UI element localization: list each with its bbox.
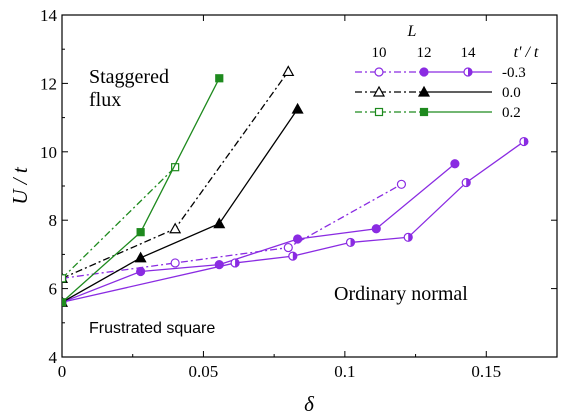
annotation-flux: flux bbox=[89, 89, 121, 111]
series-0.2-L12 bbox=[62, 74, 224, 307]
data-point bbox=[371, 224, 381, 234]
x-axis-title: δ bbox=[304, 392, 315, 416]
data-point bbox=[283, 242, 293, 253]
annotation-frustrated-square: Frustrated square bbox=[89, 320, 215, 337]
series-line bbox=[62, 108, 299, 303]
legend-marker bbox=[417, 85, 431, 97]
legend-l-value-10: 10 bbox=[372, 45, 387, 61]
annotation-staggered: Staggered bbox=[89, 66, 169, 88]
data-point-half bbox=[350, 238, 355, 247]
series-line bbox=[62, 183, 402, 279]
legend-tpt-value-1: -0.3 bbox=[502, 65, 526, 81]
data-point-half bbox=[235, 258, 240, 267]
series--0.3-L14 bbox=[62, 136, 529, 307]
data-point bbox=[134, 251, 147, 263]
data-point bbox=[136, 266, 146, 277]
data-point bbox=[293, 234, 303, 244]
y-tick-label: 6 bbox=[49, 280, 58, 299]
y-tick-label: 8 bbox=[49, 211, 58, 230]
data-point bbox=[170, 258, 180, 268]
data-point bbox=[136, 228, 145, 237]
data-point bbox=[62, 274, 67, 283]
y-axis-ticks: 4 6 8 10 12 14 bbox=[40, 6, 557, 367]
legend-l-value-12: 12 bbox=[417, 45, 432, 61]
legend-marker bbox=[374, 67, 384, 77]
legend-tpt-value-3: 0.2 bbox=[502, 105, 521, 121]
data-point-half bbox=[523, 137, 528, 146]
x-tick-label: 0.05 bbox=[189, 362, 219, 381]
series-line bbox=[62, 163, 456, 303]
y-axis-title: U / t bbox=[8, 166, 32, 205]
legend-marker bbox=[419, 67, 429, 77]
legend-marker bbox=[419, 107, 429, 117]
legend: L 10 12 14 t' / t -0.3 0.0 0.2 bbox=[355, 23, 539, 121]
series-line bbox=[62, 166, 176, 279]
data-point bbox=[291, 102, 304, 114]
series-0.2-L10 bbox=[62, 163, 180, 283]
legend-row bbox=[355, 107, 492, 117]
data-point bbox=[396, 179, 407, 189]
x-tick-label: 0.1 bbox=[334, 362, 355, 381]
y-tick-label: 10 bbox=[40, 143, 57, 162]
legend-row bbox=[355, 85, 492, 97]
y-tick-label: 14 bbox=[40, 6, 58, 25]
legend-row bbox=[355, 67, 492, 77]
data-point-half bbox=[466, 178, 471, 187]
x-axis-ticks: 0 0.05 0.1 0.15 bbox=[58, 15, 501, 381]
data-point bbox=[215, 74, 224, 83]
legend-marker bbox=[374, 107, 384, 117]
data-point bbox=[282, 65, 295, 77]
legend-tpt-value-2: 0.0 bbox=[502, 85, 521, 101]
series--0.3-L12 bbox=[62, 159, 460, 307]
series--0.3-L10 bbox=[62, 179, 407, 283]
data-point bbox=[213, 217, 226, 229]
data-point bbox=[62, 298, 67, 307]
legend-l-header: L bbox=[407, 23, 417, 40]
legend-marker bbox=[372, 85, 386, 97]
legend-tpt-header: t' / t bbox=[514, 44, 539, 61]
legend-l-value-14: 14 bbox=[461, 45, 477, 61]
data-point bbox=[450, 159, 460, 169]
data-point-half bbox=[408, 233, 413, 242]
legend-marker-half bbox=[468, 68, 472, 76]
data-point-half bbox=[292, 252, 297, 261]
x-tick-label: 0.15 bbox=[471, 362, 501, 381]
x-tick-label: 0 bbox=[58, 362, 67, 381]
data-point bbox=[169, 222, 182, 234]
y-tick-label: 12 bbox=[40, 74, 57, 93]
y-tick-label: 4 bbox=[49, 348, 58, 367]
series-layer bbox=[62, 65, 529, 307]
legend-rows bbox=[355, 67, 492, 117]
annotation-ordinary-normal: Ordinary normal bbox=[334, 283, 468, 305]
